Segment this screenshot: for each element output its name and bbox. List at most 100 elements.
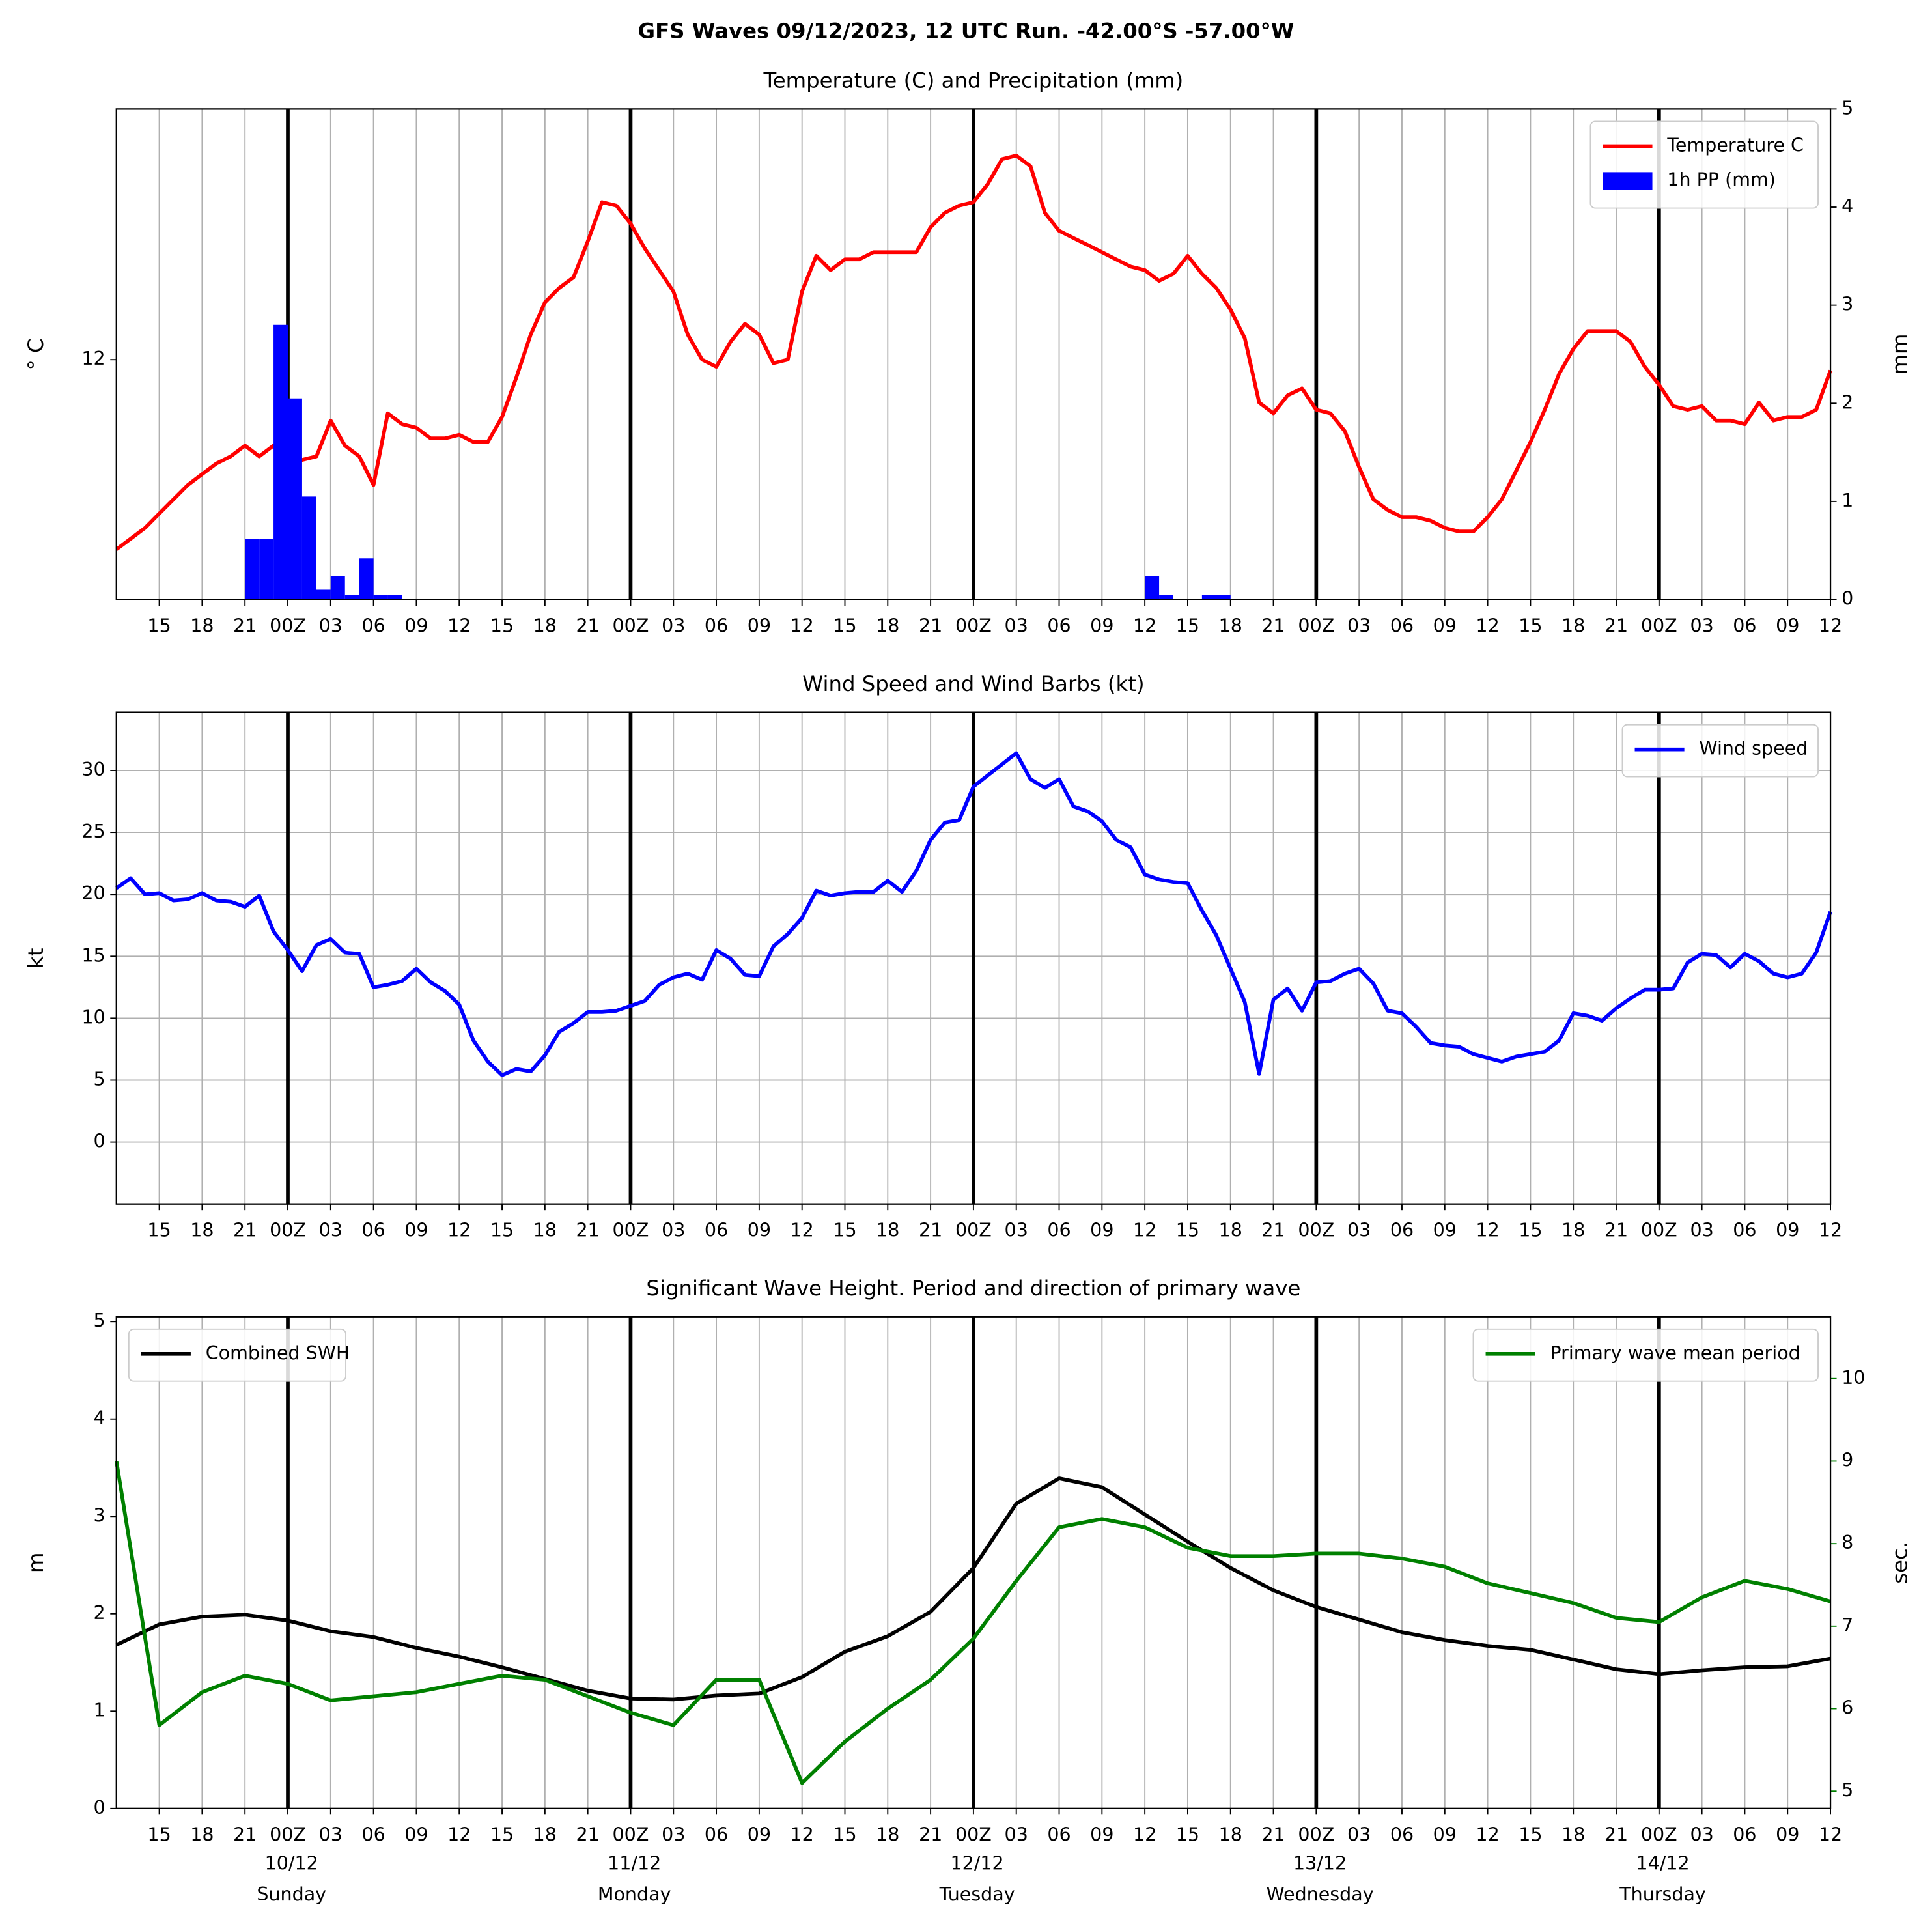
- x-tick-label: 12: [447, 1220, 471, 1241]
- x-tick-label: 21: [919, 615, 942, 636]
- x-tick-label: 09: [1776, 1220, 1799, 1241]
- bar: [288, 398, 302, 600]
- y-tick-label: 5: [94, 1068, 105, 1090]
- date-label: 12/12: [951, 1852, 1004, 1874]
- x-tick-label: 00Z: [613, 615, 649, 636]
- day-label: Sunday: [257, 1884, 326, 1905]
- figure-title: GFS Waves 09/12/2023, 12 UTC Run. -42.00…: [638, 18, 1295, 43]
- date-label: 10/12: [265, 1852, 318, 1874]
- x-tick-label: 15: [1176, 1824, 1199, 1846]
- x-tick-label: 06: [1390, 1220, 1414, 1241]
- x-tick-label: 12: [1133, 615, 1156, 636]
- x-tick-label: 00Z: [1298, 615, 1334, 636]
- y-tick-label: 20: [81, 882, 105, 904]
- x-tick-label: 03: [1347, 615, 1371, 636]
- x-tick-label: 18: [1219, 1824, 1242, 1846]
- x-tick-label: 15: [147, 1824, 171, 1846]
- bar: [259, 539, 274, 600]
- x-tick-label: 00Z: [270, 615, 306, 636]
- y-axis-label: m: [23, 1553, 48, 1574]
- series-line: [115, 154, 1832, 551]
- x-tick-label: 09: [748, 1220, 771, 1241]
- x-tick-label: 15: [833, 1220, 856, 1241]
- x-tick-label: 21: [1261, 1220, 1285, 1241]
- x-tick-label: 15: [490, 1220, 514, 1241]
- x-tick-label: 00Z: [270, 1824, 306, 1846]
- bar: [387, 595, 402, 600]
- x-tick-label: 06: [1047, 615, 1071, 636]
- x-tick-label: 09: [404, 1824, 428, 1846]
- y2-tick-label: 3: [1841, 294, 1853, 315]
- x-tick-label: 09: [1776, 1824, 1799, 1846]
- y2-axis-label: sec.: [1887, 1542, 1912, 1584]
- bar: [344, 595, 359, 600]
- x-tick-label: 00Z: [955, 1220, 992, 1241]
- bar: [1145, 576, 1160, 600]
- x-tick-label: 18: [876, 1824, 899, 1846]
- x-tick-label: 12: [791, 1824, 814, 1846]
- y-tick-label: 2: [94, 1602, 105, 1624]
- x-tick-label: 21: [919, 1824, 942, 1846]
- x-tick-label: 12: [1819, 615, 1842, 636]
- y-axis-label: ° C: [23, 338, 48, 370]
- x-tick-label: 21: [576, 1824, 600, 1846]
- day-label: Monday: [598, 1884, 671, 1905]
- x-tick-label: 09: [1090, 1824, 1113, 1846]
- x-tick-label: 12: [447, 1824, 471, 1846]
- y-tick-label: 0: [94, 1797, 105, 1818]
- x-tick-label: 15: [147, 615, 171, 636]
- x-tick-label: 03: [319, 1824, 343, 1846]
- x-tick-label: 03: [319, 1220, 343, 1241]
- x-tick-label: 06: [705, 1824, 728, 1846]
- legend-box: [128, 1328, 346, 1382]
- x-tick-label: 12: [791, 1220, 814, 1241]
- x-tick-label: 15: [833, 1824, 856, 1846]
- x-tick-label: 12: [447, 615, 471, 636]
- bar: [273, 324, 288, 600]
- x-tick-label: 21: [1604, 1220, 1628, 1241]
- legend-box: [1472, 1328, 1819, 1382]
- y2-tick-label: 10: [1841, 1367, 1865, 1389]
- bar: [359, 558, 374, 600]
- x-tick-label: 21: [919, 1220, 942, 1241]
- x-tick-label: 06: [1390, 1824, 1414, 1846]
- y-tick-label: 4: [94, 1407, 105, 1429]
- plot-frame: [115, 1316, 1832, 1809]
- x-tick-label: 09: [404, 615, 428, 636]
- chart-title: Significant Wave Height. Period and dire…: [646, 1276, 1300, 1301]
- x-tick-label: 12: [1819, 1824, 1842, 1846]
- bar: [1201, 595, 1216, 600]
- x-tick-label: 18: [1561, 615, 1585, 636]
- legend-label: Primary wave mean period: [1550, 1342, 1800, 1364]
- day-label: Thursday: [1619, 1884, 1706, 1905]
- date-label: 11/12: [608, 1852, 661, 1874]
- x-tick-label: 12: [791, 615, 814, 636]
- x-tick-label: 03: [1347, 1824, 1371, 1846]
- x-tick-label: 21: [233, 1220, 257, 1241]
- bar: [373, 595, 388, 600]
- x-tick-label: 03: [319, 615, 343, 636]
- x-tick-label: 15: [147, 1220, 171, 1241]
- bar: [245, 539, 260, 600]
- y-tick-label: 1: [94, 1699, 105, 1721]
- x-tick-label: 18: [1561, 1220, 1585, 1241]
- plot-frame: [115, 108, 1832, 600]
- bar: [1159, 595, 1174, 600]
- x-tick-label: 00Z: [955, 1824, 992, 1846]
- x-tick-label: 06: [1047, 1220, 1071, 1241]
- x-tick-label: 06: [1047, 1824, 1071, 1846]
- x-tick-label: 21: [1261, 615, 1285, 636]
- x-tick-label: 00Z: [613, 1220, 649, 1241]
- legend-label: 1h PP (mm): [1667, 169, 1776, 191]
- x-tick-label: 15: [1176, 615, 1199, 636]
- x-tick-label: 06: [1733, 1824, 1756, 1846]
- x-tick-label: 03: [1690, 1824, 1713, 1846]
- legend-swatch: [1603, 172, 1653, 190]
- x-tick-label: 09: [1433, 1220, 1457, 1241]
- y-tick-label: 5: [94, 1310, 105, 1331]
- x-tick-label: 21: [233, 1824, 257, 1846]
- series-line: [115, 751, 1832, 1077]
- x-tick-label: 03: [662, 1220, 685, 1241]
- x-tick-label: 03: [662, 615, 685, 636]
